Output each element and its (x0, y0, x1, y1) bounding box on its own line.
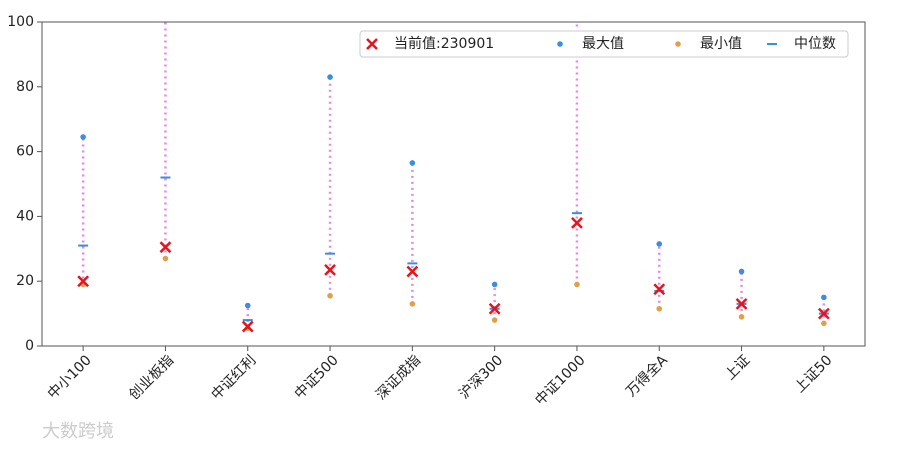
max-marker (244, 302, 251, 309)
y-tick-label: 80 (16, 79, 34, 95)
max-marker (738, 268, 745, 275)
max-marker (821, 294, 827, 301)
x-tick-label: 万得全A (622, 351, 671, 400)
max-marker (409, 160, 416, 166)
min-marker (821, 320, 827, 327)
max-marker (574, 13, 580, 19)
current-marker (406, 265, 419, 278)
current-marker (241, 320, 254, 333)
min-marker (327, 292, 333, 299)
current-marker (488, 302, 501, 315)
y-tick-label: 0 (25, 338, 34, 354)
current-marker (324, 263, 336, 276)
current-marker (77, 275, 90, 288)
current-marker (571, 216, 583, 229)
current-marker (653, 283, 666, 296)
x-tick-label: 上证50 (792, 352, 836, 396)
y-tick-label: 60 (16, 144, 34, 160)
x-tick-label: 中证500 (292, 352, 342, 402)
min-marker (656, 305, 663, 312)
min-marker (574, 281, 580, 288)
watermark: 大数跨境 (42, 421, 114, 442)
max-marker (80, 134, 86, 140)
current-marker (159, 241, 172, 254)
legend-marker (675, 41, 681, 47)
min-marker (409, 301, 416, 307)
x-tick-label: 中证1000 (532, 352, 588, 408)
max-marker (491, 281, 498, 288)
min-marker (491, 317, 498, 323)
x-tick-label: 创业板指 (126, 352, 177, 403)
legend-label: 最大值 (582, 36, 624, 52)
legend-box (359, 30, 849, 58)
max-marker (163, 13, 169, 19)
current-marker (817, 307, 830, 320)
plot-frame (41, 21, 866, 347)
min-marker (162, 255, 169, 262)
legend-marker (366, 38, 378, 50)
x-tick-label: 沪深300 (456, 352, 506, 402)
min-marker (738, 314, 745, 320)
plot-area (77, 13, 830, 333)
legend-label: 中位数 (794, 36, 836, 52)
x-tick-label: 中证红利 (208, 352, 259, 403)
legend-marker (557, 41, 563, 47)
legend-label: 当前值:230901 (394, 35, 494, 52)
y-tick-label: 100 (7, 14, 34, 30)
y-tick-label: 20 (16, 273, 34, 289)
max-marker (327, 74, 333, 80)
x-tick-label: 上证 (722, 352, 753, 383)
y-tick-label: 40 (16, 208, 34, 224)
legend-label: 最小值 (700, 36, 742, 52)
current-marker (735, 297, 748, 310)
x-tick-label: 深证成指 (373, 352, 424, 403)
max-marker (656, 241, 663, 247)
x-tick-label: 中小100 (45, 352, 95, 402)
